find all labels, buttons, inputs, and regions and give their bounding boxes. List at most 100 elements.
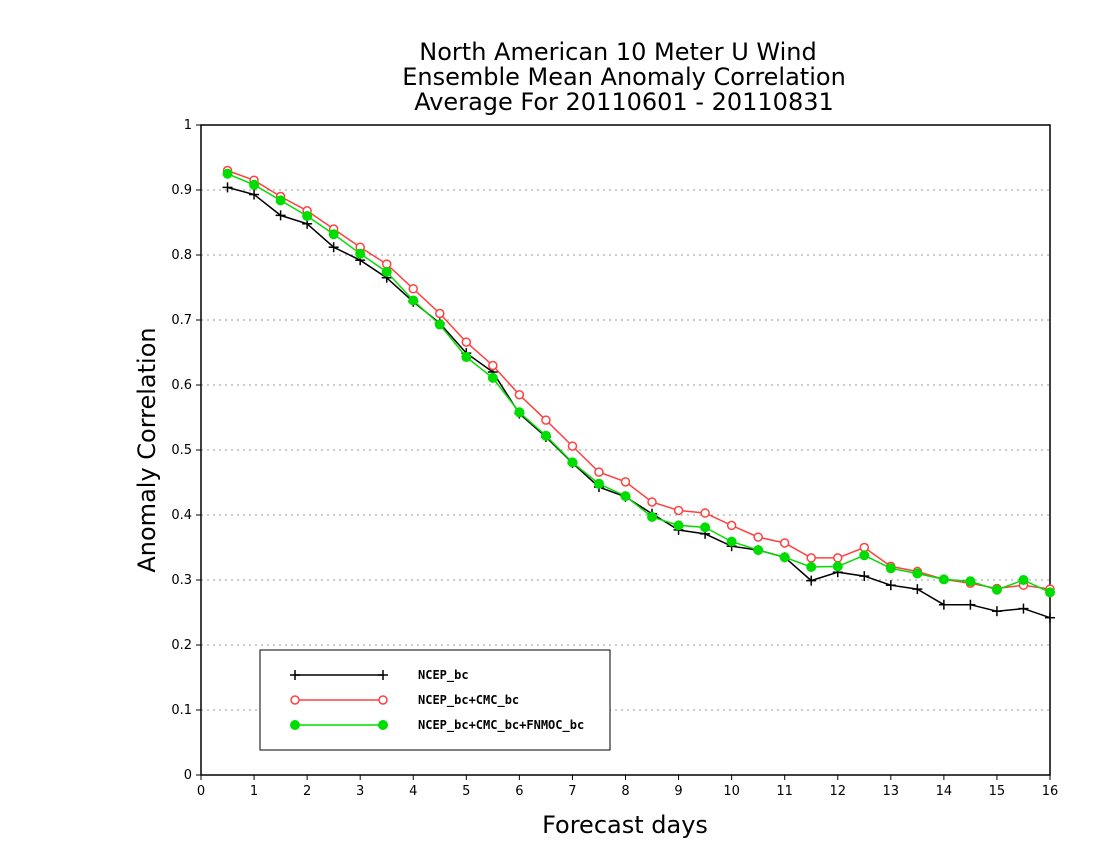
data-point-open-circle [567,441,578,451]
legend: NCEP_bc NCEP_bc+CMC_bc NCEP_bc+CMC_bc+FNMO… [259,649,611,751]
data-point-filled-circle [249,179,260,190]
data-point-open-circle [435,308,445,319]
data-point-filled-circle [275,195,286,206]
data-point-open-circle [594,467,604,477]
data-point-open-circle [620,477,631,487]
data-point-filled-circle [381,266,392,277]
data-point-filled-circle [222,168,233,179]
data-point-open-circle [779,538,790,548]
data-point-filled-circle [885,563,896,574]
chart-title-line-2: Ensemble Mean Anomaly Correlation [402,63,846,91]
legend-label: NCEP_bc+CMC_bc+FNMOC_bc [418,718,584,733]
data-point-open-circle [700,508,710,518]
data-point-filled-circle [290,720,300,730]
chart-title-line-3: Average For 20110601 - 20110831 [414,88,834,116]
axis-ticks: 00.10.20.30.40.50.60.70.80.910 1 2 3 4 5 6 7 8 9 1… [171,118,1058,799]
data-point-plus [290,670,300,680]
data-point-filled-circle [378,720,388,730]
data-point-filled-circle [673,520,684,531]
data-point-filled-circle [859,550,870,561]
x-tick-label: 12 [829,784,846,799]
data-point-open-circle [488,360,498,371]
x-tick-label: 2 [303,784,311,799]
data-point-filled-circle [408,295,419,306]
data-point-filled-circle [1018,575,1029,585]
y-tick-label: 0 [184,768,192,783]
x-tick-label: 14 [936,784,953,799]
data-point-filled-circle [647,511,658,522]
data-point-filled-circle [434,319,445,330]
y-tick-label: 0.7 [171,313,192,328]
data-point-open-circle [726,520,737,531]
y-tick-label: 0.1 [171,703,192,718]
data-point-open-circle [290,695,300,705]
data-point-filled-circle [461,352,472,363]
data-point-plus [912,584,923,595]
series-2 [222,168,1055,598]
data-point-filled-circle [328,229,339,240]
legend-entry: NCEP_bc+CMC_bc [290,693,519,708]
legend-label: NCEP_bc [418,668,469,683]
data-point-filled-circle [753,545,764,556]
legend-entry: NCEP_bc+CMC_bc+FNMOC_bc [290,718,584,733]
data-point-plus [328,242,339,253]
y-axis-label: Anomaly Correlation [133,327,161,572]
x-tick-label: 13 [883,784,900,799]
data-point-plus [249,189,260,200]
data-point-open-circle [806,553,816,563]
data-point-plus [378,670,388,680]
data-point-plus [1045,612,1055,623]
x-tick-label: 16 [1042,784,1059,799]
data-point-open-circle [833,553,843,563]
y-tick-label: 0.5 [171,443,192,458]
legend-label: NCEP_bc+CMC_bc [418,693,519,708]
data-point-open-circle [541,415,551,425]
data-point-filled-circle [1045,587,1055,598]
data-point-plus [965,599,976,610]
y-tick-label: 0.3 [171,573,192,588]
data-point-open-circle [408,284,418,294]
data-point-filled-circle [487,372,498,383]
y-tick-label: 1 [184,118,192,133]
data-point-plus [1018,603,1029,614]
series-line [227,169,1051,590]
x-tick-label: 15 [989,784,1006,799]
data-series [222,165,1055,623]
data-point-plus [222,182,233,193]
x-tick-label: 7 [568,784,576,799]
data-point-filled-circle [832,561,843,572]
data-point-filled-circle [991,584,1002,595]
x-tick-label: 1 [250,784,258,799]
data-point-plus [938,599,949,610]
y-tick-label: 0.4 [171,508,192,523]
x-tick-label: 4 [409,784,417,799]
x-tick-label: 11 [776,784,793,799]
data-point-filled-circle [700,522,711,533]
y-tick-label: 0.6 [171,378,192,393]
data-point-filled-circle [965,576,976,587]
x-tick-label: 6 [515,784,523,799]
data-point-open-circle [673,505,684,516]
x-tick-label: 10 [723,784,740,799]
data-point-plus [885,580,896,591]
series-line [227,173,1051,594]
data-point-plus [275,210,286,221]
chart-title-line-1: North American 10 Meter U Wind [419,38,816,66]
data-point-filled-circle [514,407,525,418]
data-point-open-circle [647,497,657,507]
data-point-filled-circle [593,478,604,489]
series-line [227,186,1051,619]
data-point-open-circle [378,695,388,705]
data-point-open-circle [514,390,525,400]
x-tick-label: 3 [356,784,364,799]
data-point-filled-circle [302,211,313,221]
data-point-filled-circle [912,568,923,579]
x-tick-label: 9 [674,784,682,799]
x-tick-label: 8 [621,784,629,799]
series-0 [222,182,1055,623]
y-tick-label: 0.9 [171,183,192,198]
data-point-plus [991,606,1002,617]
data-point-open-circle [461,337,472,347]
x-axis-label: Forecast days [542,811,708,839]
